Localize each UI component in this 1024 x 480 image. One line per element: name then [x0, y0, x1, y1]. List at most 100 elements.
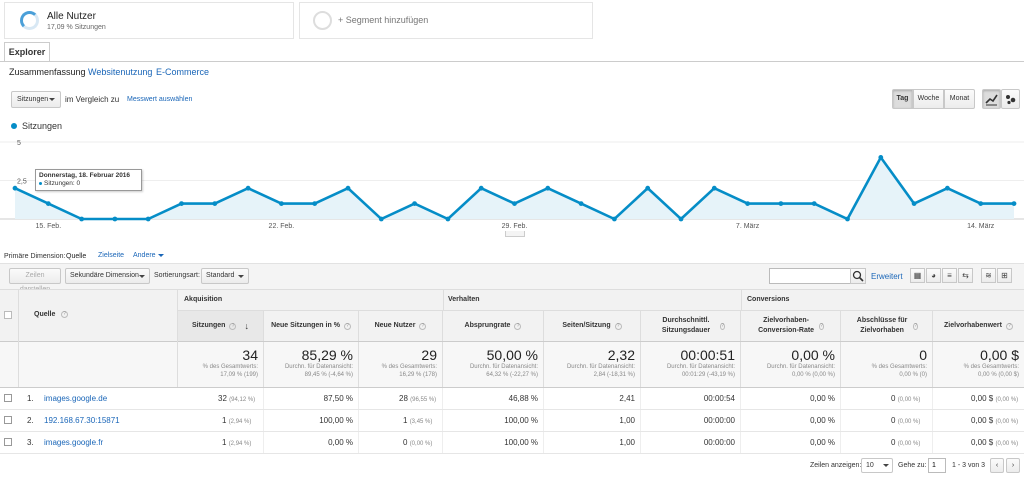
- cell-goal-conversion: 0,00 %: [741, 410, 841, 431]
- cell-sessions-value: 1: [222, 416, 227, 425]
- compare-text: im Vergleich zu: [65, 95, 120, 104]
- row-checkbox[interactable]: [4, 394, 12, 402]
- subtab-summary[interactable]: Zusammenfassung: [9, 67, 86, 77]
- total-sub2: 89,45 % (-4,64 %): [304, 372, 353, 378]
- goto-label: Gehe zu:: [898, 462, 927, 469]
- secondary-dimension-label: Sekundäre Dimension: [70, 272, 139, 279]
- advanced-filter-link[interactable]: Erweitert: [871, 272, 903, 281]
- period-day-button[interactable]: Tag: [892, 89, 913, 109]
- period-month-label: Monat: [949, 95, 970, 102]
- goto-page-input[interactable]: [928, 458, 946, 473]
- group-behavior: Verhalten: [448, 296, 480, 303]
- data-point: [12, 185, 18, 191]
- row-source-link[interactable]: images.google.de: [44, 394, 108, 403]
- add-segment-card[interactable]: + Segment hinzufügen: [299, 2, 593, 39]
- dimension-other[interactable]: Andere: [133, 252, 164, 259]
- secondary-dimension-select[interactable]: Sekundäre Dimension: [65, 268, 150, 284]
- table-row: 1. images.google.de 32 (94,12 %) 87,50 %…: [0, 388, 1024, 410]
- line-chart-icon: [985, 94, 998, 106]
- period-month-button[interactable]: Monat: [944, 89, 975, 109]
- total-goal-conversion: 0,00 % Durchn. für Datenansicht: 0,00 % (0…: [741, 342, 841, 387]
- subtab-site-usage[interactable]: Websitenutzung: [88, 67, 153, 77]
- col-goal-conversion[interactable]: Zielvorhaben-Conversion-Rate?: [741, 311, 841, 341]
- term-cloud-icon: ≋: [985, 271, 992, 280]
- row-checkbox[interactable]: [4, 438, 12, 446]
- sort-type-select[interactable]: Standard: [201, 268, 249, 284]
- row-source-link[interactable]: images.google.fr: [44, 438, 104, 447]
- subtab-ecommerce[interactable]: E-Commerce: [156, 67, 210, 77]
- dimension-landing-page[interactable]: Zielseite: [98, 252, 125, 259]
- col-avg-duration[interactable]: Durchschnittl. Sitzungsdauer?: [641, 311, 741, 341]
- help-icon: ?: [61, 311, 68, 318]
- segment-card-all-users[interactable]: Alle Nutzer 17,09 % Sitzungen: [4, 2, 294, 39]
- view-pie-button[interactable]: ◕: [926, 268, 941, 283]
- group-conversions: Conversions: [747, 296, 790, 303]
- compare-metric-link[interactable]: Messwert auswählen: [127, 96, 193, 103]
- next-page-button[interactable]: ›: [1006, 458, 1020, 473]
- cell-new-users-pct: (0,00 %): [409, 441, 433, 447]
- total-sub2: 2,84 (-18,31 %): [593, 372, 635, 378]
- table-search-input[interactable]: [769, 268, 851, 284]
- total-value: 0: [919, 347, 927, 363]
- prev-page-button[interactable]: ‹: [990, 458, 1004, 473]
- total-new-sessions-pct: 85,29 % Durchn. für Datenansicht: 89,45 % …: [264, 342, 359, 387]
- sort-type-label: Sortierungsart:: [154, 272, 200, 279]
- view-table-button[interactable]: ▦: [910, 268, 925, 283]
- col-new-sessions-pct[interactable]: Neue Sitzungen in %?: [264, 311, 359, 341]
- col-pages-session[interactable]: Seiten/Sitzung?: [544, 311, 641, 341]
- col-new-users[interactable]: Neue Nutzer?: [359, 311, 443, 341]
- col-conversion-label: Zielvorhaben-Conversion-Rate: [758, 317, 815, 334]
- data-point: [478, 185, 484, 191]
- data-point: [678, 216, 684, 222]
- view-performance-button[interactable]: ≡: [942, 268, 957, 283]
- view-pivot-button[interactable]: ⊞: [997, 268, 1012, 283]
- data-point: [412, 201, 417, 206]
- cell-bounce-rate: 46,88 %: [443, 388, 544, 409]
- dimension-source[interactable]: Quelle: [66, 253, 87, 260]
- x-tick-label: 22. Feb.: [269, 223, 295, 230]
- cell-new-users-value: 28: [399, 394, 408, 403]
- total-sub1: % des Gesamtwerts:: [381, 364, 437, 370]
- cell-goals-value: 0: [891, 438, 896, 447]
- period-day-label: Tag: [896, 95, 909, 102]
- rows-per-page-select[interactable]: 10: [861, 458, 893, 473]
- total-sub2: 0,00 % (0): [899, 372, 927, 378]
- chevron-down-icon: [157, 253, 164, 257]
- table-search-button[interactable]: [850, 268, 866, 284]
- sort-type-value: Standard: [206, 272, 235, 279]
- period-week-button[interactable]: Woche: [913, 89, 944, 109]
- cell-goal-completions: 0 (0,00 %): [841, 388, 933, 409]
- table-row: 3. images.google.fr 1 (2,94 %) 0,00 % 0 …: [0, 432, 1024, 454]
- segment-title: Alle Nutzer: [47, 11, 96, 22]
- totals-bg: [0, 342, 1024, 388]
- col-goal-completions[interactable]: Abschlüsse für Zielvorhaben?: [841, 311, 933, 341]
- data-point: [945, 185, 950, 191]
- metric-select[interactable]: Sitzungen: [11, 91, 61, 108]
- cell-new-sessions-pct: 87,50 %: [264, 388, 359, 409]
- view-term-cloud-button[interactable]: ≋: [981, 268, 996, 283]
- comparison-icon: ⇆: [962, 271, 969, 280]
- chart-scroll-handle[interactable]: [505, 231, 525, 237]
- col-goal-value[interactable]: Zielvorhabenwert?: [933, 311, 1024, 341]
- tab-explorer[interactable]: Explorer: [4, 42, 50, 62]
- line-chart-button[interactable]: [982, 89, 1001, 109]
- data-point: [711, 185, 717, 191]
- row-checkbox[interactable]: [4, 416, 12, 424]
- col-bounce-rate[interactable]: Absprungrate?: [443, 311, 544, 341]
- data-point: [811, 201, 817, 206]
- period-week-label: Woche: [917, 95, 940, 102]
- tooltip-value-text: Sitzungen: 0: [44, 180, 81, 187]
- header-checkbox[interactable]: [4, 311, 12, 319]
- row-source-link[interactable]: 192.168.67.30:15871: [44, 416, 120, 425]
- col-sessions[interactable]: Sitzungen? ↓: [178, 311, 264, 341]
- cell-new-sessions-pct: 0,00 %: [264, 432, 359, 453]
- plot-rows-button[interactable]: Zeilen darstellen: [9, 268, 61, 293]
- motion-chart-button[interactable]: [1001, 89, 1020, 109]
- x-tick-label: 29. Feb.: [502, 223, 528, 230]
- data-point: [545, 185, 551, 191]
- data-point: [279, 201, 284, 206]
- source-column-header[interactable]: Quelle ?: [18, 289, 178, 342]
- grid-icon: ▦: [913, 271, 922, 280]
- cell-goals-pct: (0,00 %): [897, 397, 921, 403]
- view-comparison-button[interactable]: ⇆: [958, 268, 973, 283]
